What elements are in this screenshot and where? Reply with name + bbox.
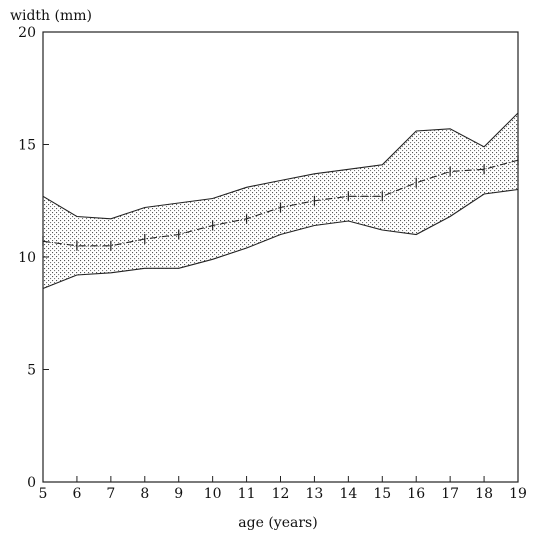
y-tick-label-0: 0 (27, 475, 36, 491)
y-tick-label-5: 5 (27, 363, 36, 379)
x-tick-label-10: 10 (204, 486, 222, 502)
y-tick-label-20: 20 (18, 25, 36, 41)
y-tick-label-10: 10 (18, 250, 36, 266)
x-axis-title: age (years) (238, 515, 317, 531)
x-tick-label-14: 14 (339, 486, 357, 502)
x-axis: 5 6 7 8 9 10 11 12 13 14 15 16 17 18 19 (39, 476, 527, 502)
x-tick-label-11: 11 (238, 486, 256, 502)
x-tick-label-18: 18 (475, 486, 493, 502)
x-tick-label-13: 13 (306, 486, 324, 502)
x-tick-label-17: 17 (441, 486, 459, 502)
x-tick-label-5: 5 (39, 486, 48, 502)
x-tick-label-6: 6 (72, 486, 81, 502)
x-tick-label-12: 12 (272, 486, 290, 502)
y-axis-title: width (mm) (10, 8, 92, 24)
range-band (43, 113, 518, 289)
y-tick-label-15: 15 (18, 138, 36, 154)
x-tick-label-7: 7 (106, 486, 115, 502)
x-tick-label-8: 8 (140, 486, 149, 502)
x-tick-label-15: 15 (373, 486, 391, 502)
x-tick-label-9: 9 (174, 486, 183, 502)
y-axis: 0 5 10 15 20 (18, 25, 49, 491)
x-tick-label-16: 16 (407, 486, 425, 502)
upper-bound-line (42, 112, 519, 220)
lower-bound-line (42, 188, 519, 290)
x-tick-label-19: 19 (509, 486, 527, 502)
